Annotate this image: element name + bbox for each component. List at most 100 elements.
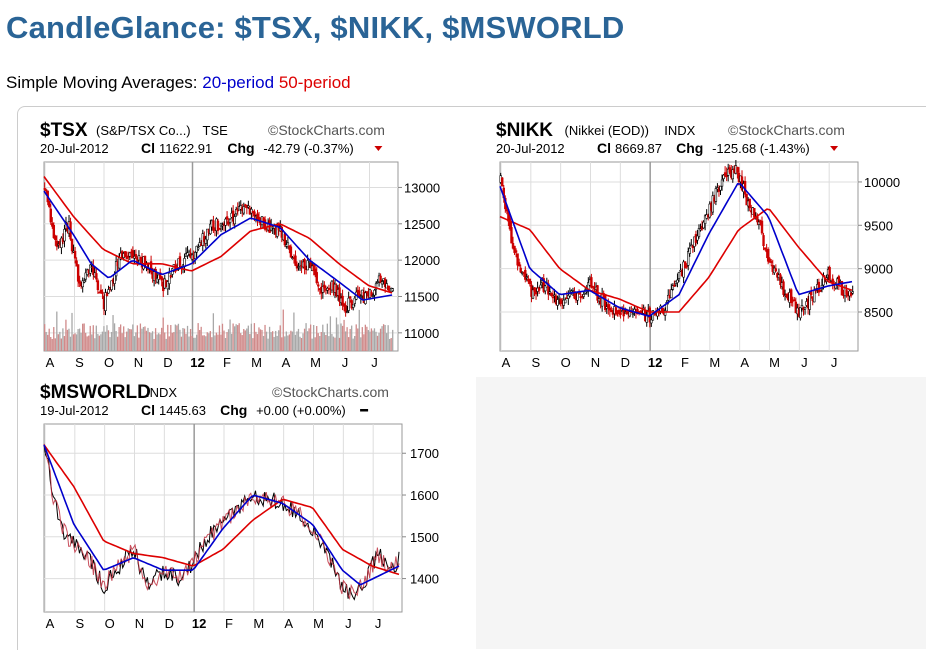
volume-bar (83, 323, 85, 351)
candle-body (54, 235, 57, 240)
volume-bar (103, 326, 105, 351)
volume-bar (97, 333, 99, 351)
volume-bar (165, 338, 167, 351)
candle-body (851, 291, 854, 294)
candle-body (557, 296, 561, 299)
candle-body (508, 218, 512, 230)
volume-bar (224, 337, 227, 351)
candle-body (359, 296, 363, 298)
volume-bar (264, 324, 266, 351)
volume-bar (164, 332, 166, 351)
volume-bar (370, 328, 373, 351)
volume-bar (200, 326, 202, 351)
sma-legend-label: Simple Moving Averages: (6, 73, 198, 92)
candle-body (101, 291, 104, 294)
volume-bar (191, 335, 193, 351)
candle-body (697, 228, 701, 237)
sma-20-label[interactable]: 20-period (202, 73, 275, 92)
volume-bar (361, 327, 363, 351)
nikk-chart[interactable]: $NIKK (Nikkei (EOD)) INDX ©StockCharts.com 2… (496, 116, 926, 378)
volume-bar (132, 324, 134, 351)
candle-body (691, 245, 695, 248)
sma-20-line (43, 444, 400, 586)
volume-bar (309, 324, 312, 351)
volume-bar (51, 338, 53, 351)
volume-bar (325, 334, 327, 351)
candle-body (52, 225, 56, 239)
candle-body (551, 296, 555, 299)
candle-body (711, 195, 715, 213)
volume-bar (154, 328, 157, 351)
candle-body (736, 166, 739, 173)
close-value: 1445.63 (159, 403, 206, 418)
volume-bar (135, 332, 137, 351)
x-tick-label: J (342, 355, 349, 370)
volume-bar (167, 324, 169, 351)
index-name: (Nikkei (EOD)) (565, 123, 650, 138)
volume-bar (63, 336, 66, 351)
volume-bar (129, 329, 131, 351)
volume-bar (247, 325, 249, 351)
volume-bar (89, 325, 91, 351)
volume-bar (349, 328, 351, 351)
candle-body (531, 289, 535, 299)
candle-body (99, 289, 103, 294)
volume-bar (71, 312, 73, 351)
y-tick-label: 1700 (410, 446, 439, 461)
sma-50-label[interactable]: 50-period (278, 73, 351, 92)
candles (43, 182, 394, 317)
volume-bar (144, 326, 146, 351)
candle-body (544, 285, 547, 292)
volume-bar (92, 325, 94, 351)
x-tick-label: M (253, 616, 264, 631)
volume-bar (91, 334, 93, 351)
candle-body (849, 292, 853, 296)
volume-bar (121, 333, 123, 351)
volume-bar (358, 309, 360, 351)
change-label: Chg (676, 140, 703, 156)
candle-body (306, 260, 309, 271)
volume-bar (288, 334, 291, 351)
volume-bar (338, 337, 341, 351)
volume-bar (250, 323, 253, 351)
candle-body (722, 174, 725, 180)
candle-body (350, 300, 353, 309)
tsx-chart[interactable]: $TSX (S&P/TSX Co...) TSE ©StockCharts.com 20… (40, 116, 470, 378)
volume-bar (360, 337, 362, 351)
candle-body (511, 243, 515, 249)
candle-body (533, 287, 536, 292)
x-tick-label: S (531, 355, 540, 370)
x-tick-label: J (801, 355, 808, 370)
x-tick-label: S (75, 616, 84, 631)
volume-bar (392, 329, 394, 351)
volume-bar (389, 338, 391, 351)
volume-bar (88, 335, 90, 351)
volume-bar (238, 323, 240, 351)
volume-bar (60, 338, 63, 351)
volume-bar (62, 328, 64, 351)
volume-bar (258, 327, 260, 351)
volume-bar (199, 330, 201, 351)
candle-body (753, 208, 756, 218)
candle-body (790, 289, 793, 304)
msworld-chart[interactable]: $MSWORLD INDX ©StockCharts.com 19-Jul-2012 C… (40, 378, 470, 640)
candle-body (670, 289, 673, 299)
candle-body (81, 280, 84, 288)
volume-bar (275, 330, 277, 351)
volume-bar (142, 326, 145, 351)
volume-bar (270, 332, 272, 351)
candle-body (673, 284, 676, 287)
down-arrow-icon (830, 146, 839, 151)
symbol-label: $NIKK (496, 120, 553, 141)
volume-bar (208, 333, 210, 351)
candle-body (591, 286, 595, 288)
candle-body (364, 292, 367, 305)
volume-bar (124, 337, 126, 351)
nikk-chart-canvas: $NIKK (Nikkei (EOD)) INDX ©StockCharts.com 2… (496, 120, 900, 370)
candle-body (60, 237, 63, 249)
candle-body (344, 304, 347, 313)
close-label: Cl (597, 140, 611, 156)
volume-bar (157, 333, 160, 351)
x-tick-label: A (46, 616, 55, 631)
volume-bar (81, 323, 84, 351)
